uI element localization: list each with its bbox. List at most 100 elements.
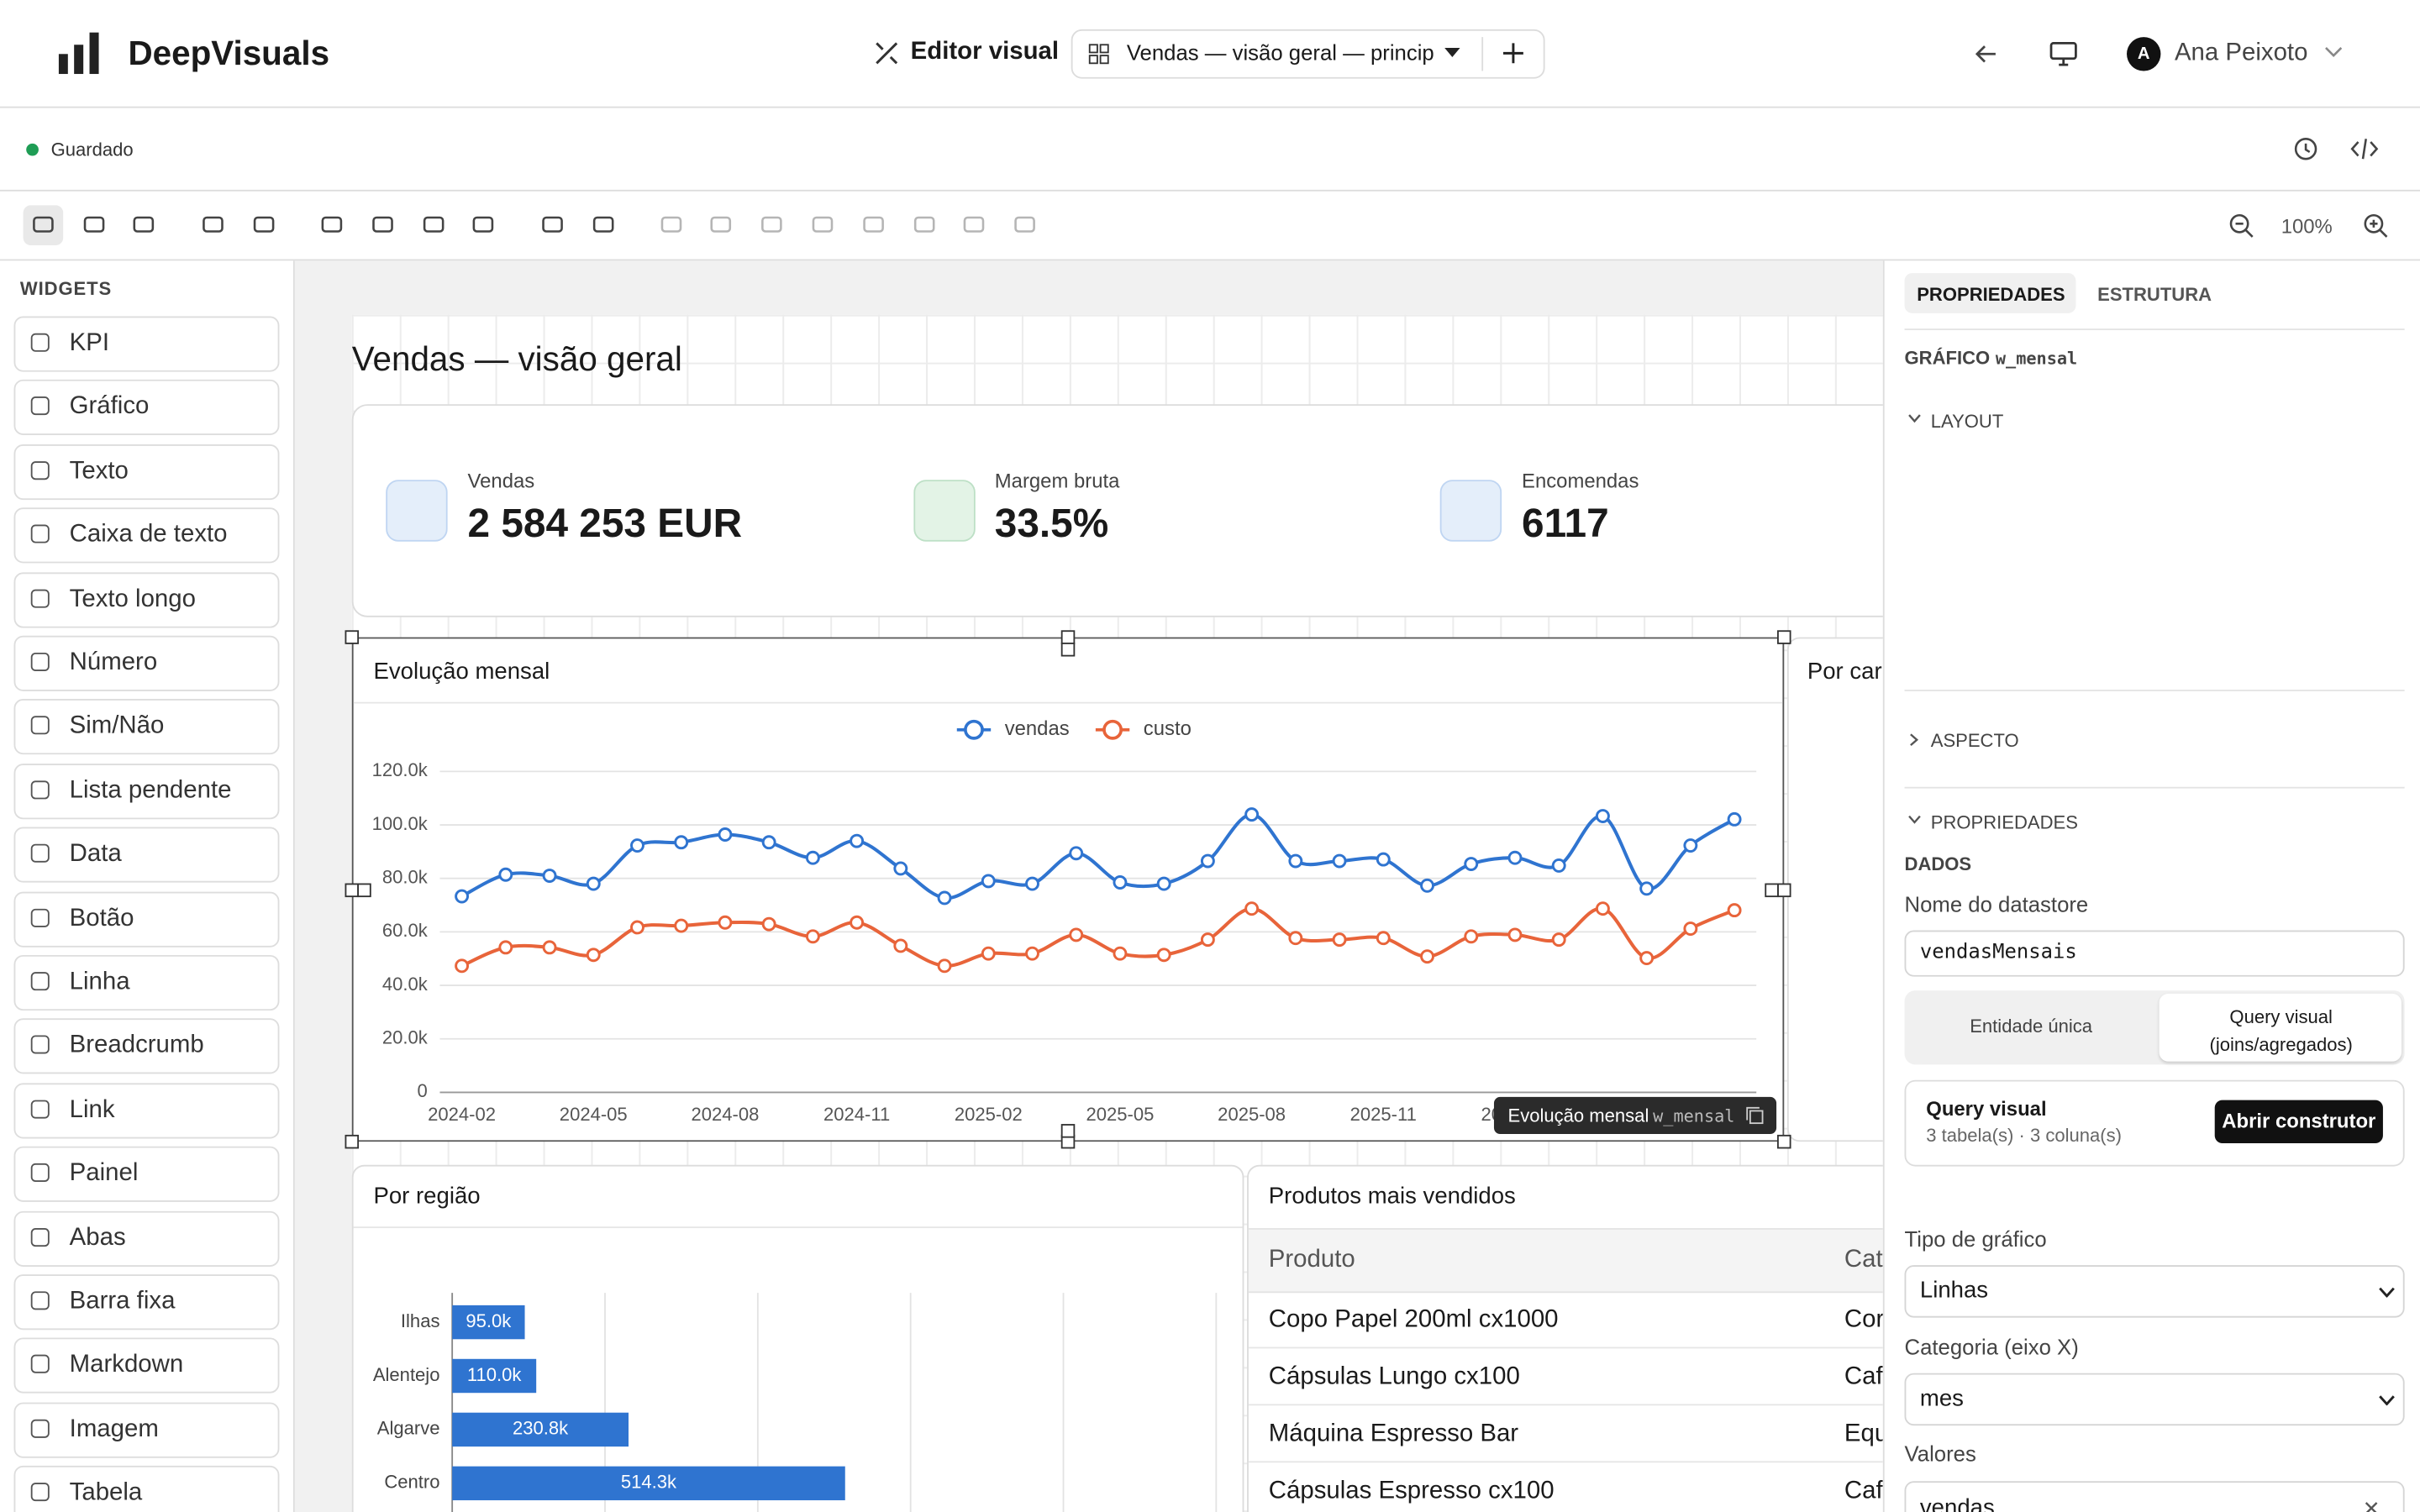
widget-item[interactable] bbox=[13, 1083, 280, 1139]
widget-item[interactable] bbox=[13, 1147, 280, 1203]
toolbar-button[interactable] bbox=[244, 205, 284, 245]
widget-item[interactable] bbox=[13, 1210, 280, 1267]
widget-item[interactable] bbox=[13, 954, 280, 1011]
chevron[interactable] bbox=[1907, 413, 1922, 424]
widget-label: KPI bbox=[69, 330, 110, 357]
widget-item[interactable] bbox=[13, 1402, 280, 1458]
code-button[interactable] bbox=[2350, 137, 2379, 160]
segment[interactable]: Entidade única bbox=[1970, 1015, 2093, 1037]
widget-item[interactable] bbox=[13, 827, 280, 883]
avatar[interactable]: A bbox=[2127, 37, 2161, 71]
widget-label: Link bbox=[69, 1096, 115, 1123]
mode-label[interactable]: Editor visual bbox=[910, 38, 1060, 66]
data-point bbox=[1244, 807, 1260, 822]
toolbar-button[interactable] bbox=[583, 205, 623, 245]
widget-item[interactable] bbox=[13, 380, 280, 436]
widget-icon bbox=[30, 1419, 50, 1438]
data-point bbox=[1113, 946, 1128, 961]
section-title[interactable]: ASPECTO bbox=[1930, 729, 2019, 752]
table-cell: Caf bbox=[1844, 1478, 1883, 1504]
toolbar-button[interactable] bbox=[312, 205, 352, 245]
saved-status: Guardado bbox=[50, 139, 134, 161]
toolbar-button[interactable] bbox=[413, 205, 454, 245]
data-point bbox=[1639, 881, 1655, 896]
back-button[interactable] bbox=[1974, 42, 1998, 66]
history-button[interactable] bbox=[2292, 136, 2318, 162]
widget-item[interactable] bbox=[13, 1274, 280, 1331]
copy-icon[interactable] bbox=[1745, 1106, 1764, 1125]
add-page[interactable] bbox=[1502, 42, 1525, 66]
tab[interactable]: ESTRUTURA bbox=[2097, 283, 2212, 306]
data-point bbox=[498, 867, 513, 882]
bar bbox=[452, 1466, 845, 1501]
y-tick-label: 80.0k bbox=[382, 867, 429, 888]
widget-item[interactable] bbox=[13, 1466, 280, 1512]
kpi-card[interactable] bbox=[351, 404, 1911, 617]
widget-item[interactable] bbox=[13, 635, 280, 691]
x-tick-label: 2025-08 bbox=[1218, 1104, 1286, 1125]
category-select[interactable]: mes bbox=[1904, 1373, 2405, 1426]
toolbar-button[interactable] bbox=[802, 205, 843, 245]
widget-item[interactable] bbox=[13, 890, 280, 948]
toolbar-button[interactable] bbox=[651, 205, 692, 245]
toolbar-button[interactable] bbox=[23, 205, 64, 246]
resize-handle bbox=[1060, 643, 1076, 657]
zoom-in[interactable] bbox=[2363, 213, 2389, 239]
chevron[interactable] bbox=[1907, 815, 1922, 826]
field-label: Categoria (eixo X) bbox=[1904, 1334, 2079, 1360]
data-point bbox=[1332, 853, 1347, 869]
kpi-icon bbox=[386, 480, 448, 542]
table-cell: Máquina Espresso Bar bbox=[1268, 1420, 1519, 1447]
widget-item[interactable] bbox=[13, 444, 280, 500]
values-item[interactable]: vendas bbox=[1904, 1481, 2405, 1512]
segment[interactable]: Query visual (joins/agregados) bbox=[2209, 1005, 2353, 1056]
data-point bbox=[674, 918, 689, 933]
icon bbox=[423, 216, 445, 233]
section-title[interactable]: LAYOUT bbox=[1930, 410, 2004, 433]
table-header bbox=[1248, 1228, 1883, 1294]
widget-item[interactable] bbox=[13, 699, 280, 755]
chevron[interactable] bbox=[1909, 732, 1920, 747]
data-point bbox=[1551, 858, 1566, 873]
data-point bbox=[1683, 838, 1698, 853]
toolbar-button[interactable] bbox=[904, 205, 944, 245]
icon bbox=[372, 216, 393, 233]
toolbar-button[interactable] bbox=[751, 205, 792, 245]
tab[interactable]: PROPRIEDADES bbox=[1917, 283, 2065, 306]
icon bbox=[660, 216, 682, 233]
tooltip-id: w_mensal bbox=[1653, 1105, 1735, 1126]
widget-item[interactable] bbox=[13, 571, 280, 627]
zoom-out[interactable] bbox=[2228, 213, 2254, 239]
page-select[interactable] bbox=[1071, 29, 1545, 79]
toolbar-button[interactable] bbox=[701, 205, 741, 245]
widget-item[interactable] bbox=[13, 1338, 280, 1394]
page-select-text: Vendas — visão geral — princip bbox=[1126, 39, 1434, 66]
preview-button[interactable] bbox=[2049, 42, 2077, 66]
toolbar-button[interactable] bbox=[74, 205, 114, 245]
x-tick-label: 2025-11 bbox=[1350, 1104, 1417, 1125]
resize-handle bbox=[345, 883, 360, 898]
toolbar-button[interactable] bbox=[363, 205, 403, 245]
widget-item[interactable] bbox=[13, 316, 280, 372]
toolbar-button[interactable] bbox=[854, 205, 894, 245]
user-name[interactable]: Ana Peixoto bbox=[2174, 39, 2308, 66]
toolbar-button[interactable] bbox=[533, 205, 573, 245]
toolbar-button[interactable] bbox=[463, 205, 503, 245]
widget-label: Gráfico bbox=[69, 394, 150, 421]
chart-type-select[interactable]: Linhas bbox=[1904, 1265, 2405, 1318]
datastore-input[interactable]: vendasMensais bbox=[1904, 930, 2405, 977]
toolbar-button[interactable] bbox=[124, 205, 164, 245]
open-builder-button[interactable]: Abrir construtor bbox=[2214, 1100, 2383, 1144]
widget-item[interactable] bbox=[13, 507, 280, 564]
widget-item[interactable] bbox=[13, 763, 280, 819]
section-title[interactable]: PROPRIEDADES bbox=[1930, 811, 2078, 833]
data-point bbox=[630, 920, 644, 935]
panel-divider bbox=[353, 701, 1783, 704]
toolbar-button[interactable] bbox=[1005, 205, 1045, 245]
user-chevron[interactable] bbox=[2324, 46, 2343, 59]
toolbar-button[interactable] bbox=[954, 205, 994, 245]
table-panel[interactable] bbox=[1247, 1164, 1911, 1512]
widget-item[interactable] bbox=[13, 1018, 280, 1075]
remove-value[interactable] bbox=[2365, 1501, 2379, 1512]
toolbar-button[interactable] bbox=[193, 205, 234, 245]
